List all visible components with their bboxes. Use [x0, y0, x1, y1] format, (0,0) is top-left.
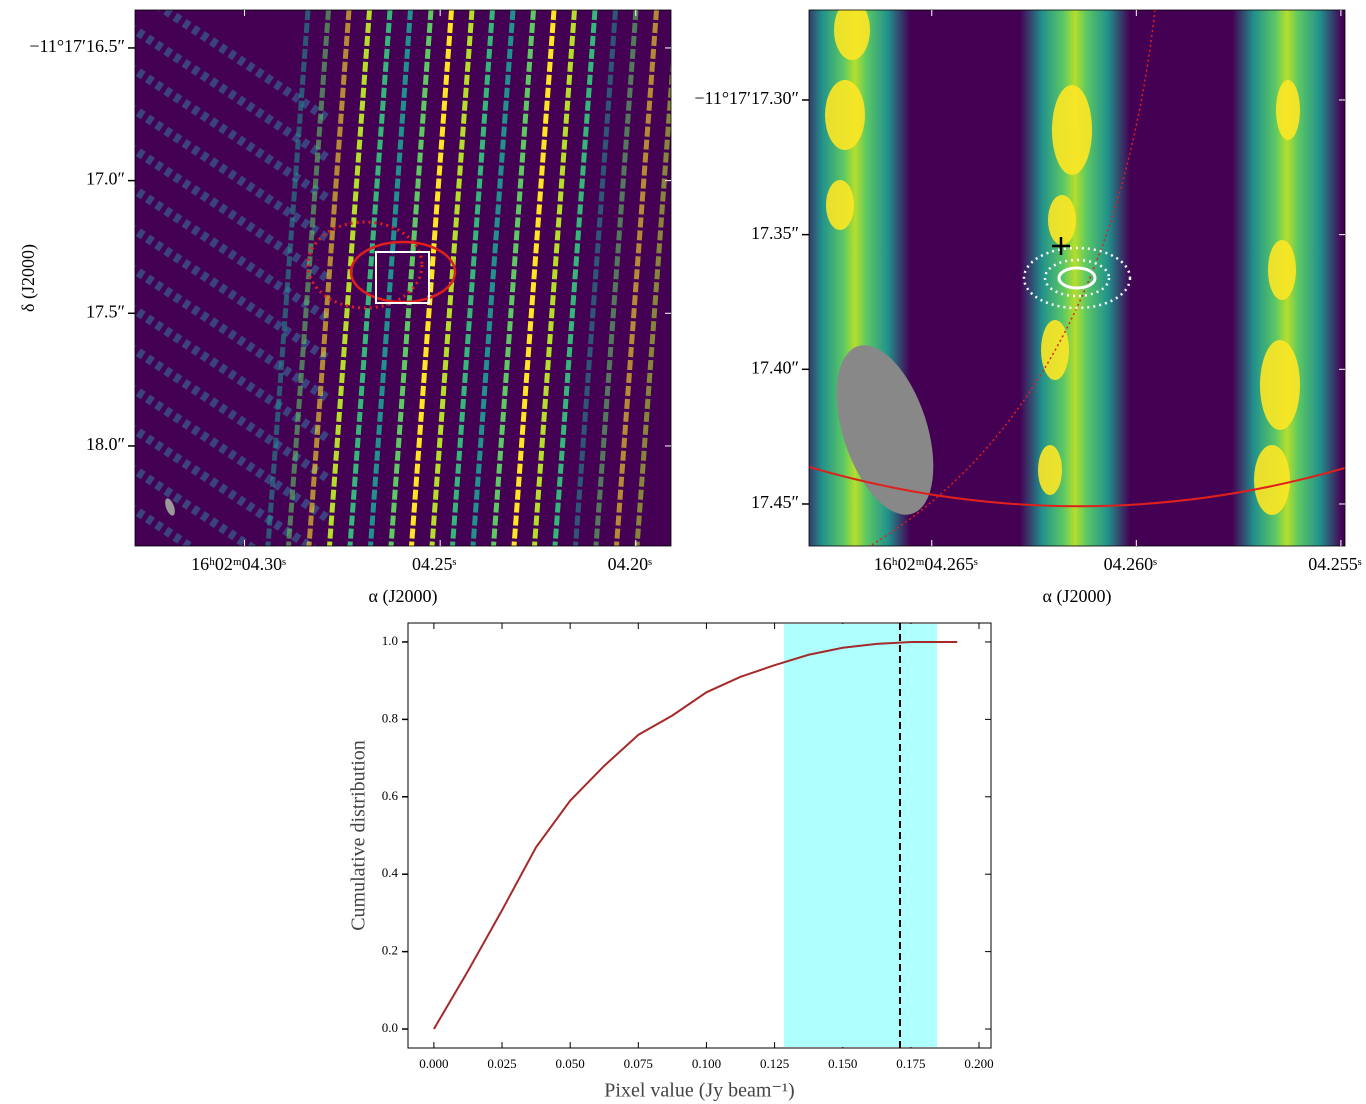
y-tick-label: 18.0″ [86, 434, 125, 454]
x-tick-label: 0.025 [487, 1056, 516, 1071]
y-tick-label: 0.6 [382, 788, 399, 803]
x-axis-label: Pixel value (Jy beam⁻¹) [604, 1080, 794, 1102]
y-tick-label: 17.5″ [86, 301, 125, 321]
x-tick-label: 0.050 [556, 1056, 585, 1071]
x-axis-label: α (J2000) [1043, 586, 1112, 607]
y-tick-label: 0.8 [382, 710, 398, 725]
y-tick-label: 1.0 [382, 633, 398, 648]
x-axis-label: α (J2000) [369, 586, 438, 607]
y-tick-label: −11°17′17.30″ [694, 88, 799, 108]
y-tick-label: 17.35″ [751, 223, 799, 243]
x-tick-label: 0.100 [692, 1056, 721, 1071]
image-panel [800, 0, 1345, 546]
x-tick-label: 04.260ˢ [1104, 554, 1158, 574]
y-tick-label: 0.2 [382, 943, 398, 958]
y-tick-label: −11°17′16.5″ [29, 36, 125, 56]
x-tick-label: 04.25ˢ [412, 554, 457, 574]
x-tick-label: 0.150 [828, 1056, 857, 1071]
image-panel [120, 0, 677, 640]
figure: 16ʰ02ᵐ04.30ˢ 04.25ˢ 04.20ˢ −11°17′16.5″ 17.0… [0, 0, 1366, 1104]
y-tick-label: 17.40″ [751, 357, 799, 377]
y-axis-label: Cumulative distribution [348, 740, 370, 931]
y-tick-label: 0.0 [382, 1020, 398, 1035]
x-tick-label: 16ʰ02ᵐ04.30ˢ [191, 554, 286, 574]
x-tick-label: 0.125 [760, 1056, 789, 1071]
y-tick-label: 0.4 [382, 865, 399, 880]
x-tick-label: 0.175 [896, 1056, 925, 1071]
x-tick-label: 16ʰ02ᵐ04.265ˢ [874, 554, 978, 574]
y-tick-label: 17.45″ [751, 492, 799, 512]
x-tick-label: 04.255ˢ [1308, 554, 1362, 574]
x-tick-label: 0.000 [419, 1056, 448, 1071]
shaded-span [784, 624, 937, 1047]
y-tick-label: 17.0″ [86, 169, 125, 189]
x-tick-label: 04.20ˢ [608, 554, 653, 574]
page: {"chart_data": [ {"type": "image", "xlab… [0, 0, 1366, 1104]
x-tick-label: 0.075 [624, 1056, 653, 1071]
x-tick-label: 0.200 [964, 1056, 993, 1071]
y-axis-label: δ (J2000) [18, 244, 39, 312]
